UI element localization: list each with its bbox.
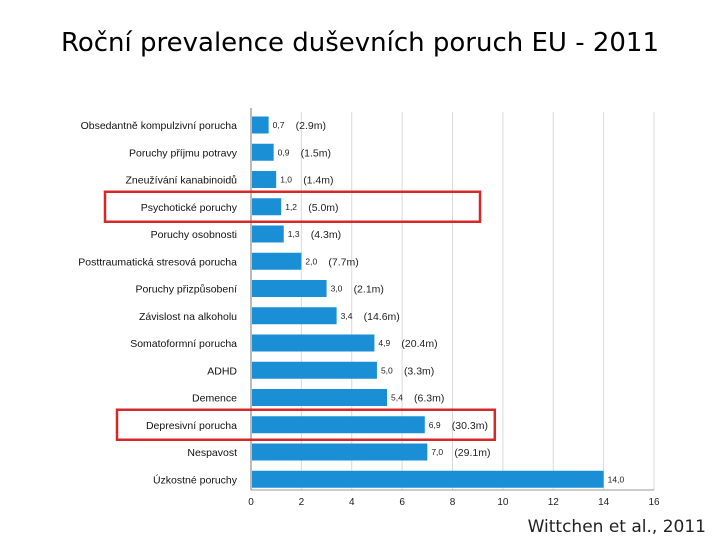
bar	[252, 416, 425, 434]
value-label: 7,0	[431, 447, 443, 457]
bar	[252, 470, 604, 488]
count-label: (7.7m)	[328, 256, 358, 268]
count-label: (2.1m)	[354, 284, 384, 296]
count-label: (30.3m)	[452, 420, 488, 432]
value-label: 6,9	[429, 420, 441, 430]
value-label: 4,9	[378, 338, 390, 348]
x-tick-label: 4	[349, 497, 355, 508]
value-label: 2,0	[305, 256, 317, 266]
count-label: (3.3m)	[404, 365, 434, 377]
category-label: Závislost na alkoholu	[139, 311, 237, 323]
category-label: Nespavost	[187, 447, 237, 459]
source-citation: Wittchen et al., 2011	[527, 517, 706, 537]
count-label: (14.6m)	[364, 311, 400, 323]
value-label: 1,3	[288, 229, 300, 239]
value-label: 0,9	[278, 147, 290, 157]
x-tick-label: 6	[399, 497, 405, 508]
bar	[252, 143, 274, 161]
category-label: ADHD	[207, 365, 237, 377]
value-label: 5,4	[391, 393, 403, 403]
category-label: Demence	[192, 393, 237, 405]
bar	[252, 361, 377, 379]
bar	[252, 171, 277, 188]
value-label: 3,0	[331, 284, 343, 294]
category-label: Posttraumatická stresová porucha	[78, 256, 237, 268]
value-label: 0,7	[273, 120, 285, 130]
category-label: Somatoformní porucha	[130, 338, 237, 350]
highlight-box	[115, 408, 497, 441]
bar	[252, 252, 302, 270]
category-label: Poruchy osobnosti	[151, 229, 237, 241]
x-tick-label: 16	[648, 497, 660, 508]
category-label: Zneužívání kanabinoidů	[126, 175, 238, 187]
value-label: 5,0	[381, 365, 393, 375]
bar	[252, 389, 388, 406]
bar	[252, 307, 337, 325]
x-tick-label: 14	[598, 497, 610, 508]
x-tick-label: 8	[450, 497, 456, 508]
count-label: (1.5m)	[301, 147, 331, 159]
count-label: (6.3m)	[414, 393, 444, 405]
value-label: 3,4	[341, 311, 353, 321]
category-label: Obsedantně kompulzivní porucha	[81, 120, 238, 132]
count-label: (5.0m)	[308, 202, 338, 214]
category-label: Psychotické poruchy	[141, 202, 238, 214]
count-label: (4.3m)	[311, 229, 341, 241]
category-label: Úzkostné poruchy	[153, 473, 238, 486]
x-tick-label: 0	[248, 497, 254, 508]
bar	[252, 443, 428, 461]
count-label: (29.1m)	[454, 447, 490, 459]
count-label: (1.4m)	[303, 175, 333, 187]
bar	[252, 198, 282, 216]
bar	[252, 116, 269, 134]
value-label: 1,0	[280, 175, 292, 185]
bar	[252, 334, 375, 352]
highlight-box	[103, 190, 482, 223]
x-tick-label: 2	[299, 497, 305, 508]
x-tick-label: 12	[548, 497, 560, 508]
x-tick-label: 10	[497, 497, 509, 508]
bar	[252, 280, 327, 297]
category-label: Poruchy příjmu potravy	[129, 147, 238, 159]
page-title: Roční prevalence duševních poruch EU - 2…	[60, 28, 660, 58]
value-label: 1,2	[285, 202, 297, 212]
bar	[252, 225, 284, 243]
category-label: Depresivní porucha	[146, 420, 237, 432]
count-label: (2.9m)	[296, 120, 326, 132]
value-label: 14,0	[608, 474, 625, 484]
category-label: Poruchy přizpůsobení	[135, 284, 237, 296]
count-label: (20.4m)	[401, 338, 437, 350]
